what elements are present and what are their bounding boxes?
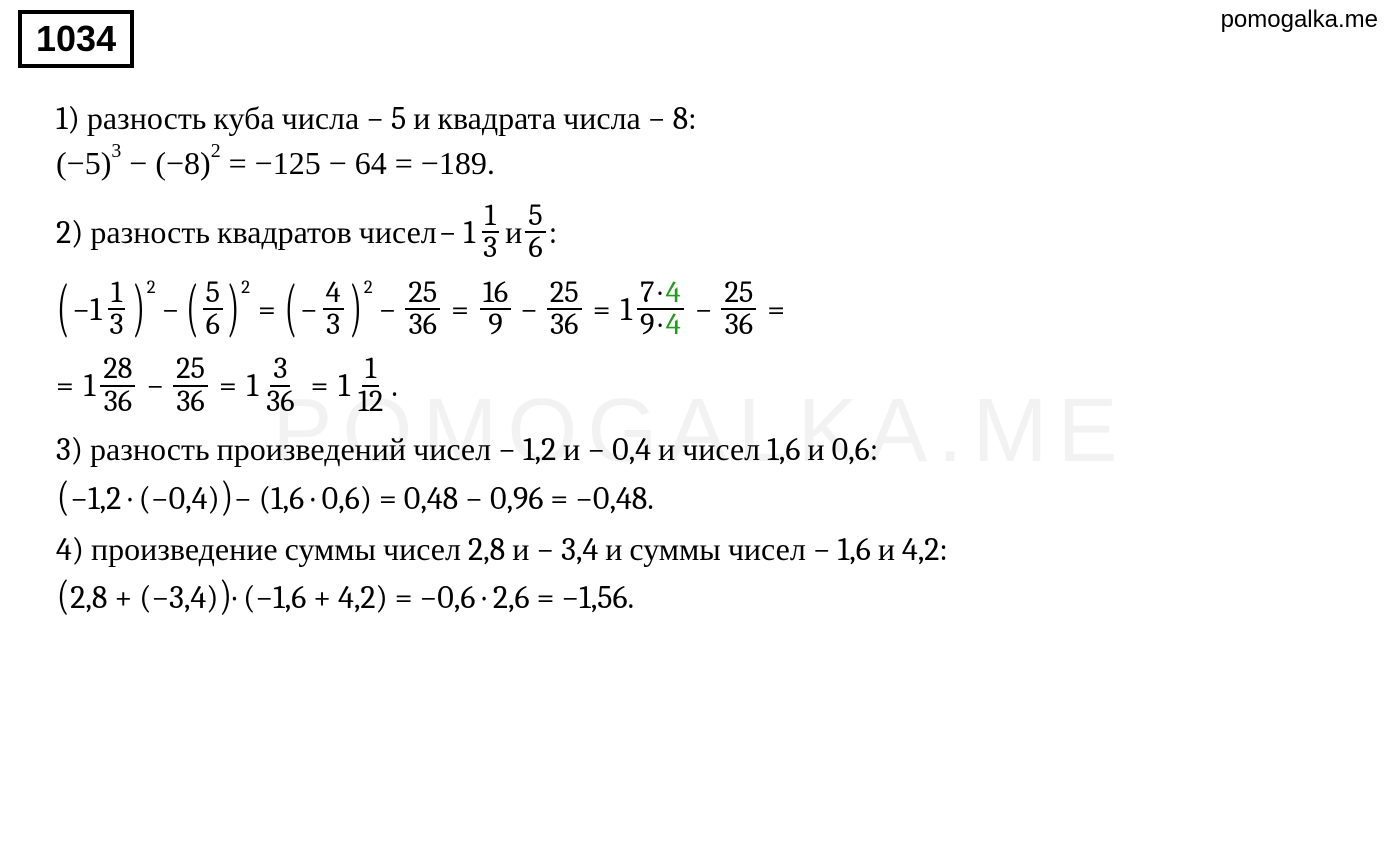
r3: 1 3 36 xyxy=(247,354,301,417)
frac-den: 3 xyxy=(480,233,500,263)
item-4-expr: (2,8 + (−3,4)) · (−1,6 + 4,2) = −0,6 · 2… xyxy=(56,579,1380,616)
r4: 1 1 12 xyxy=(338,354,389,417)
t1-int: −1 xyxy=(72,291,101,328)
term5: 16 9 xyxy=(480,278,511,341)
t7-int: 1 xyxy=(620,291,632,328)
pow: 2 xyxy=(364,276,373,298)
item2-mid: и xyxy=(505,214,522,251)
item2-colon: : xyxy=(549,214,557,251)
frac-den: 6 xyxy=(525,233,545,263)
frac-num: 5 xyxy=(525,201,545,233)
frac-num: 7·4 xyxy=(637,278,683,310)
item-4-text: 4) произведение суммы чисел 2,8 и − 3,4 … xyxy=(56,531,1380,569)
frac-num: 16 xyxy=(480,278,511,310)
frac-den: 9·4 xyxy=(637,310,684,340)
frac-num: 25 xyxy=(405,278,440,310)
frac-num: 3 xyxy=(270,354,290,386)
pow: 2 xyxy=(241,276,250,298)
frac-den: 36 xyxy=(101,387,135,417)
term8: 25 36 xyxy=(721,278,756,341)
d-green: 4 xyxy=(666,307,681,342)
term2: 5 6 xyxy=(203,278,223,341)
frac-num: 1 xyxy=(108,278,125,310)
frac-den: 36 xyxy=(406,310,440,340)
item1-a: − 5 xyxy=(366,100,406,137)
term6: 25 36 xyxy=(547,278,582,341)
frac-den: 6 xyxy=(203,310,223,340)
page-root: pomogalka.me POMOGALKA.ME 1034 1) разнос… xyxy=(0,0,1400,859)
term3: − 4 3 xyxy=(300,278,347,341)
frac-num: 5 xyxy=(203,278,223,310)
frac-den: 3 xyxy=(107,310,127,340)
term7: 1 7·4 9·4 xyxy=(620,278,686,341)
frac-den: 36 xyxy=(173,387,207,417)
item1-b: − 8 xyxy=(648,100,688,137)
int: 1 xyxy=(84,367,96,404)
frac-num: 28 xyxy=(100,354,135,386)
problem-number-box: 1034 xyxy=(18,10,134,68)
frac-num: 1 xyxy=(362,354,379,386)
item1-prefix: 1) разность куба числа xyxy=(56,100,366,137)
t3-sign: − xyxy=(300,291,318,328)
item-3-expr: (−1,2 · (−0,4)) − (1,6 · 0,6) = 0,48 − 0… xyxy=(56,480,1380,517)
int: 1 xyxy=(338,367,350,404)
term1: −1 1 3 xyxy=(72,278,129,341)
frac-num: 25 xyxy=(547,278,582,310)
watermark-top: pomogalka.me xyxy=(1221,6,1378,34)
n: 7 xyxy=(640,275,654,310)
item2-a: − 1 1 3 xyxy=(439,201,503,264)
item2-a-int: − 1 xyxy=(439,214,475,251)
item-2-expr-line2: = 1 28 36 − 25 36 = 1 3 36 = xyxy=(56,354,1380,417)
term4: 25 36 xyxy=(405,278,440,341)
item1-mid: и квадрата числа xyxy=(406,100,648,137)
frac-num: 1 xyxy=(482,201,499,233)
r2: 25 36 xyxy=(173,354,208,417)
frac-den: 36 xyxy=(263,387,297,417)
item1-colon: : xyxy=(688,100,696,137)
content-body: 1) разность куба числа − 5 и квадрата чи… xyxy=(20,100,1380,616)
item-2-expr-line1: ( −1 1 3 )2 − ( 5 6 )2 = ( − 4 xyxy=(56,278,1380,341)
frac-den: 12 xyxy=(355,387,386,417)
item-2-text: 2) разность квадратов чисел − 1 1 3 и 5 … xyxy=(56,201,1380,264)
item-1-text: 1) разность куба числа − 5 и квадрата чи… xyxy=(56,100,1380,138)
item-1-expr: (−5)3 − (−8)2 = −125 − 64 = −189. xyxy=(56,144,1380,182)
pow: 2 xyxy=(147,276,156,298)
r1: 1 28 36 xyxy=(84,354,139,417)
frac-num: 4 xyxy=(323,278,344,310)
frac-den: 36 xyxy=(722,310,756,340)
d: 9 xyxy=(640,307,655,342)
frac-den: 3 xyxy=(323,310,343,340)
frac-num: 25 xyxy=(173,354,208,386)
item2-b-frac: 5 6 xyxy=(525,201,545,264)
item2-prefix: 2) разность квадратов чисел xyxy=(56,214,437,251)
n-green: 4 xyxy=(666,275,681,310)
item2-a-frac: 1 3 xyxy=(480,201,500,264)
frac-num: 25 xyxy=(721,278,756,310)
int: 1 xyxy=(247,367,259,404)
item-3-text: 3) разность произведений чисел − 1,2 и −… xyxy=(56,431,1380,469)
frac-den: 9 xyxy=(485,310,506,340)
frac-den: 36 xyxy=(547,310,581,340)
